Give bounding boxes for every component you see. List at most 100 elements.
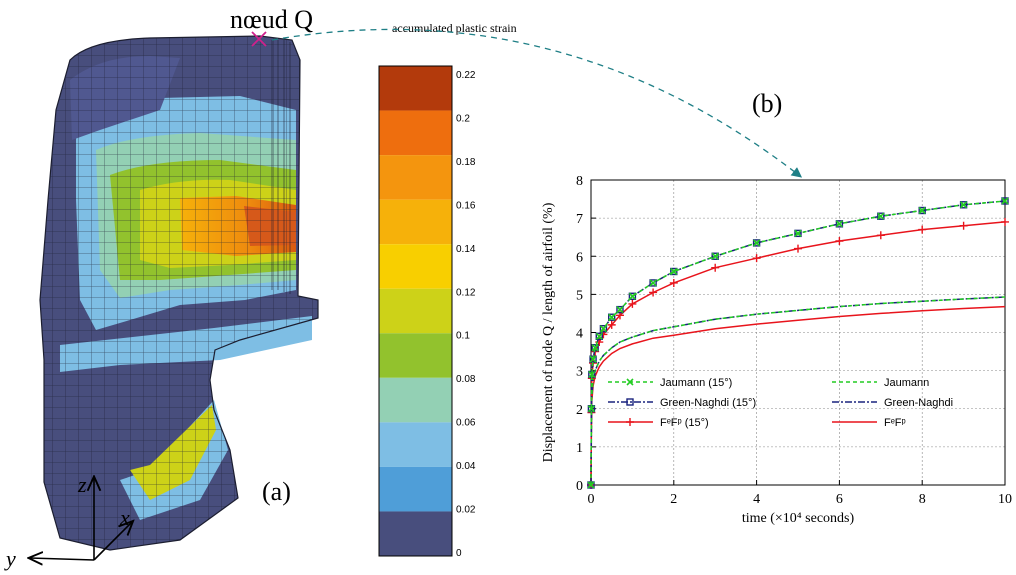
series-jaumann bbox=[590, 296, 1006, 486]
y-tick-label: 8 bbox=[576, 174, 583, 189]
point-marker-x bbox=[589, 355, 597, 363]
colorbar-tick-label: 0 bbox=[456, 548, 462, 559]
point-marker-x bbox=[588, 370, 596, 379]
point-marker-square bbox=[959, 201, 968, 209]
series-f-f-15 bbox=[587, 217, 1009, 489]
axis-x-label: x bbox=[119, 505, 130, 530]
colorbar-tick-label: 0.2 bbox=[456, 113, 470, 124]
y-tick-label: 4 bbox=[576, 327, 583, 342]
colorbar-band bbox=[379, 422, 452, 467]
x-tick-label: 2 bbox=[670, 492, 677, 507]
colorbar-frame bbox=[378, 65, 453, 557]
point-marker-x bbox=[608, 313, 616, 321]
point-marker-square bbox=[608, 313, 616, 321]
point-marker-x bbox=[616, 306, 624, 314]
point-marker-plus bbox=[711, 263, 720, 272]
colorbar-band bbox=[379, 288, 452, 334]
colorbar-title: accumulated plastic strain bbox=[392, 21, 517, 35]
x-tick-label: 10 bbox=[998, 492, 1012, 507]
plot-frame bbox=[590, 179, 1006, 486]
point-marker-x bbox=[628, 292, 636, 300]
point-marker-plus bbox=[607, 320, 616, 329]
y-tick-label: 2 bbox=[576, 403, 583, 418]
colorbar-tick-label: 0.18 bbox=[456, 157, 476, 168]
panel-a-label: (a) bbox=[262, 477, 291, 506]
point-marker-x bbox=[670, 267, 678, 276]
point-marker-plus bbox=[918, 225, 927, 234]
legend: Jaumann (15°) Green-Naghdi (15°) FᵉFᵖ (15°… bbox=[608, 377, 953, 429]
point-marker-x bbox=[649, 279, 657, 287]
colorbar-band bbox=[379, 511, 452, 556]
series-line bbox=[590, 200, 1006, 486]
node-q-marker bbox=[251, 31, 267, 47]
axis-z-label: z bbox=[77, 472, 87, 497]
colorbar-band bbox=[379, 377, 452, 423]
coordinate-axes bbox=[30, 478, 132, 560]
series-f-f bbox=[590, 305, 1006, 486]
point-marker-x bbox=[835, 220, 843, 228]
point-marker-x bbox=[587, 405, 595, 413]
y-axis-label: Displacement of node Q / length of airfo… bbox=[541, 202, 556, 462]
x-tick-label: 0 bbox=[588, 492, 595, 507]
point-marker-x bbox=[591, 344, 599, 352]
colorbar: 0.22 0.2 0.18 0.16 0.14 0.12 0.1 0.08 0.06 0.04 0.… bbox=[378, 65, 476, 559]
legend-label: Green-Naghdi (15°) bbox=[660, 397, 756, 409]
point-marker-square bbox=[711, 252, 719, 260]
point-marker-square bbox=[628, 292, 637, 300]
colorbar-tick-label: 0.02 bbox=[456, 505, 476, 516]
colorbar-tick-label: 0.06 bbox=[456, 418, 476, 429]
y-tick-label: 5 bbox=[576, 288, 583, 303]
legend-label: FᵉFᵖ (15°) bbox=[660, 417, 709, 429]
point-marker-plus bbox=[649, 288, 658, 297]
point-marker-square bbox=[670, 267, 678, 276]
series-green-naghdi bbox=[590, 296, 1006, 486]
x-tick-label: 4 bbox=[753, 492, 760, 507]
colorbar-tick-label: 0.1 bbox=[456, 331, 470, 342]
node-q-arrow bbox=[271, 28, 803, 178]
point-marker-x bbox=[1001, 197, 1009, 205]
point-marker-x bbox=[626, 378, 634, 386]
displacement-chart: 0 2 4 6 8 10 0 1 2 3 4 5 6 7 8 time (×10⁴ seconds) Displ… bbox=[541, 174, 1012, 526]
series-line bbox=[590, 296, 1006, 486]
colorbar-band bbox=[379, 110, 452, 156]
colorbar-tick-label: 0.04 bbox=[456, 461, 476, 472]
point-marker-x bbox=[599, 325, 607, 333]
legend-label: Green-Naghdi bbox=[884, 397, 953, 409]
point-marker-x bbox=[587, 481, 595, 489]
series-line bbox=[590, 296, 1006, 486]
colorbar-band bbox=[379, 244, 452, 289]
point-marker-square bbox=[877, 212, 885, 220]
colorbar-band bbox=[379, 155, 452, 200]
blade-mesh-illustration bbox=[39, 35, 319, 551]
point-marker-square bbox=[649, 279, 657, 287]
y-tick-label: 1 bbox=[576, 441, 583, 456]
colorbar-tick-label: 0.14 bbox=[456, 244, 476, 255]
x-tick-label: 8 bbox=[919, 492, 926, 507]
colorbar-tick-label: 0.16 bbox=[456, 200, 476, 211]
y-tick-label: 6 bbox=[576, 250, 583, 265]
y-tick-label: 7 bbox=[576, 212, 583, 227]
colorbar-tick-label: 0.22 bbox=[456, 70, 476, 81]
point-marker-plus bbox=[876, 231, 885, 240]
series-jaumann-15 bbox=[587, 197, 1009, 489]
point-marker-x bbox=[794, 229, 802, 237]
colorbar-band bbox=[379, 466, 452, 512]
legend-label: Jaumann bbox=[884, 377, 929, 389]
point-marker-plus bbox=[1001, 217, 1009, 226]
colorbar-tick-label: 0.08 bbox=[456, 374, 476, 385]
point-marker-plus bbox=[626, 418, 634, 426]
x-axis-label: time (×10⁴ seconds) bbox=[742, 511, 855, 526]
point-marker-square bbox=[752, 239, 761, 247]
point-marker-x bbox=[595, 332, 603, 340]
point-marker-square bbox=[1001, 197, 1009, 205]
x-tick-label: 6 bbox=[836, 492, 843, 507]
node-q-label: nœud Q bbox=[230, 5, 313, 34]
series-green-naghdi-15 bbox=[587, 197, 1009, 489]
series-line bbox=[590, 221, 1006, 486]
point-marker-square bbox=[835, 220, 844, 228]
panel-b-label: (b) bbox=[752, 89, 782, 118]
point-marker-plus bbox=[794, 244, 802, 253]
legend-label: FᵉFᵖ bbox=[884, 417, 906, 429]
point-marker-square bbox=[626, 398, 634, 406]
